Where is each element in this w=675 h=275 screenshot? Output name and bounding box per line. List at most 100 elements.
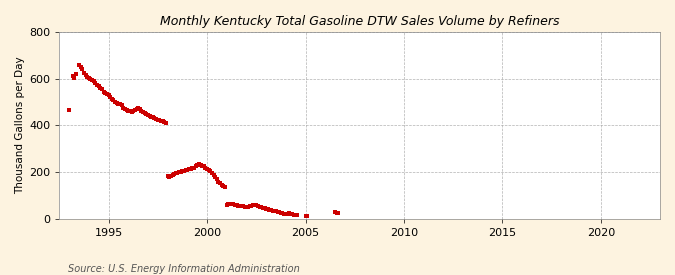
Point <box>77 67 88 72</box>
Point <box>300 213 311 218</box>
Point <box>205 169 216 173</box>
Point <box>82 75 92 79</box>
Point <box>274 210 285 214</box>
Point <box>138 110 148 114</box>
Point <box>210 175 221 179</box>
Point <box>139 111 150 116</box>
Point <box>292 213 302 218</box>
Point <box>113 102 124 106</box>
Point <box>93 84 104 88</box>
Point <box>172 170 183 175</box>
Point <box>188 165 199 170</box>
Point <box>252 204 263 208</box>
Point <box>211 177 222 182</box>
Point <box>286 212 296 216</box>
Point <box>233 204 244 208</box>
Point <box>331 211 342 215</box>
Point <box>153 117 163 122</box>
Point <box>67 74 78 79</box>
Title: Monthly Kentucky Total Gasoline DTW Sales Volume by Refiners: Monthly Kentucky Total Gasoline DTW Sale… <box>160 15 560 28</box>
Y-axis label: Thousand Gallons per Day: Thousand Gallons per Day <box>15 57 25 194</box>
Point <box>185 166 196 171</box>
Point <box>246 204 256 208</box>
Point <box>87 78 98 82</box>
Point <box>213 179 224 184</box>
Point <box>259 206 270 210</box>
Point <box>151 117 161 121</box>
Point <box>207 170 217 175</box>
Point <box>182 168 193 172</box>
Point <box>136 109 147 113</box>
Point <box>156 119 167 123</box>
Point <box>88 79 99 83</box>
Point <box>108 98 119 102</box>
Point <box>254 205 265 209</box>
Point <box>176 170 186 174</box>
Point <box>257 205 268 210</box>
Point <box>251 203 262 208</box>
Point <box>234 204 245 208</box>
Point <box>242 204 253 209</box>
Point <box>134 107 145 111</box>
Point <box>198 164 209 169</box>
Point <box>284 211 294 216</box>
Point <box>249 203 260 207</box>
Point <box>78 71 89 75</box>
Point <box>277 211 288 216</box>
Point <box>290 213 301 218</box>
Point <box>272 210 283 214</box>
Point <box>107 97 117 101</box>
Point <box>248 203 259 208</box>
Point <box>100 90 111 95</box>
Point <box>103 93 114 97</box>
Point <box>147 115 158 119</box>
Point <box>167 173 178 177</box>
Point <box>223 202 234 207</box>
Point <box>85 76 96 81</box>
Point <box>169 172 180 176</box>
Point <box>84 75 95 80</box>
Point <box>128 109 138 114</box>
Point <box>267 208 278 213</box>
Point <box>179 169 190 173</box>
Point <box>161 120 171 125</box>
Point <box>123 109 134 113</box>
Point <box>164 175 175 180</box>
Text: Source: U.S. Energy Information Administration: Source: U.S. Energy Information Administ… <box>68 264 299 274</box>
Point <box>141 112 152 116</box>
Point <box>109 99 120 104</box>
Point <box>240 204 250 209</box>
Point <box>208 172 219 177</box>
Point <box>215 181 225 186</box>
Point <box>225 202 236 206</box>
Point <box>228 202 239 207</box>
Point <box>333 211 344 216</box>
Point <box>157 119 168 123</box>
Point <box>263 207 273 211</box>
Point <box>99 89 109 94</box>
Point <box>130 108 140 112</box>
Point <box>165 174 176 179</box>
Point <box>80 73 91 77</box>
Point <box>184 167 194 172</box>
Point <box>190 164 201 169</box>
Point <box>173 170 184 174</box>
Point <box>149 116 160 120</box>
Point <box>261 207 271 211</box>
Point <box>271 209 281 214</box>
Point <box>238 204 248 208</box>
Point <box>119 107 130 111</box>
Point <box>244 204 255 208</box>
Point <box>159 120 169 124</box>
Point <box>203 168 214 172</box>
Point <box>230 203 240 207</box>
Point <box>279 212 290 216</box>
Point <box>195 163 206 167</box>
Point <box>111 100 122 105</box>
Point <box>95 86 106 90</box>
Point <box>329 210 340 214</box>
Point <box>269 209 279 213</box>
Point <box>217 183 227 187</box>
Point <box>241 205 252 209</box>
Point <box>115 102 126 107</box>
